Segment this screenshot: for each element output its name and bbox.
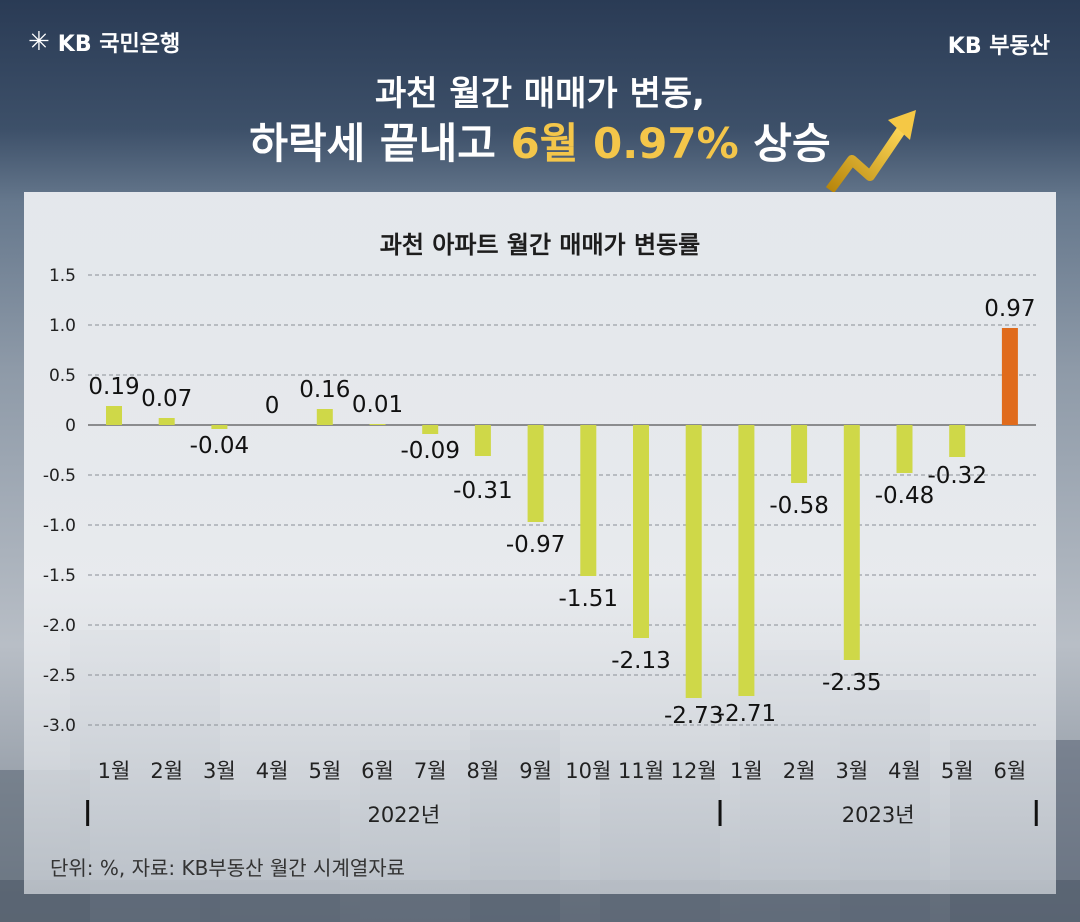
bar [949,425,966,457]
bar [738,425,755,696]
x-tick-label: 12월 [671,759,717,783]
bar [896,425,913,473]
x-tick-label: 3월 [203,759,236,783]
headline-highlight: 6월 0.97% [510,119,739,168]
y-tick-label: -1.0 [43,516,76,536]
kb-kookmin-bank-logo: ✳ KB 국민은행 [28,26,180,58]
bar [685,425,702,698]
year-group-label: 2022년 [367,803,440,827]
logo-text: KB 국민은행 [57,32,181,57]
x-tick-label: 10월 [565,759,611,783]
x-tick-label: 1월 [98,759,131,783]
x-tick-label: 5월 [308,759,341,783]
bar [580,425,597,576]
value-label: -0.09 [400,438,460,464]
value-label: -0.58 [769,493,829,519]
bar [158,418,175,425]
value-label: 0.07 [141,386,192,412]
year-group-label: 2023년 [842,803,915,827]
bar [211,425,228,429]
value-label: -2.13 [611,648,671,674]
x-tick-label: 6월 [361,759,394,783]
headline-prefix: 하락세 끝내고 [249,119,511,168]
y-tick-label: 1.0 [49,316,76,336]
value-label: 0.16 [299,377,350,403]
y-tick-label: -0.5 [43,466,76,486]
x-tick-label: 2월 [150,759,183,783]
value-label: -0.97 [506,532,566,558]
y-tick-label: 1.5 [49,266,76,286]
value-label: -0.04 [190,433,250,459]
headline-line1: 과천 월간 매매가 변동, [375,74,705,114]
value-label: -0.48 [875,483,935,509]
source-note: 단위: %, 자료: KB부동산 월간 시계열자료 [50,856,406,880]
x-tick-label: 1월 [730,759,763,783]
value-label: -2.35 [822,670,882,696]
value-label: -0.31 [453,478,513,504]
chart-title: 과천 아파트 월간 매매가 변동률 [379,231,701,259]
bar [843,425,860,660]
value-label: -0.32 [927,463,987,489]
chart-panel [24,192,1056,894]
value-label: 0.19 [88,374,139,400]
bar [633,425,649,638]
bar [791,425,808,483]
value-label: -2.73 [664,703,724,729]
y-tick-label: 0 [65,416,76,436]
rising-arrow-icon [826,110,916,193]
x-tick-label: 4월 [888,759,921,783]
x-tick-label: 6월 [994,759,1027,783]
value-label: -1.51 [559,586,619,612]
x-tick-label: 7월 [414,759,447,783]
x-tick-label: 5월 [941,759,974,783]
x-tick-label: 3월 [835,759,868,783]
bar [369,424,386,425]
kb-real-estate-brand: KB 부동산 [947,34,1050,59]
x-tick-label: 11월 [618,759,664,783]
x-tick-label: 4월 [256,759,289,783]
value-label: 0 [265,393,280,419]
y-tick-label: -2.0 [43,616,76,636]
bar [106,406,122,425]
y-tick-label: -3.0 [43,716,76,736]
headline-line2: 하락세 끝내고 6월 0.97% 상승 [0,110,1080,171]
bar [474,425,491,456]
y-tick-label: 0.5 [49,366,76,386]
y-tick-label: -2.5 [43,666,76,686]
y-tick-label: -1.5 [43,566,76,586]
headline-suffix: 상승 [738,119,831,168]
value-label: 0.01 [352,392,403,418]
x-tick-label: 9월 [519,759,552,783]
bar [316,409,333,425]
x-tick-label: 2월 [783,759,816,783]
x-tick-label: 8월 [467,759,500,783]
bar [422,425,439,434]
bar [1001,328,1018,425]
bar [527,425,544,522]
value-label: -2.71 [717,701,777,727]
kb-star-icon: ✳ [28,27,50,57]
value-label: 0.97 [984,296,1035,322]
